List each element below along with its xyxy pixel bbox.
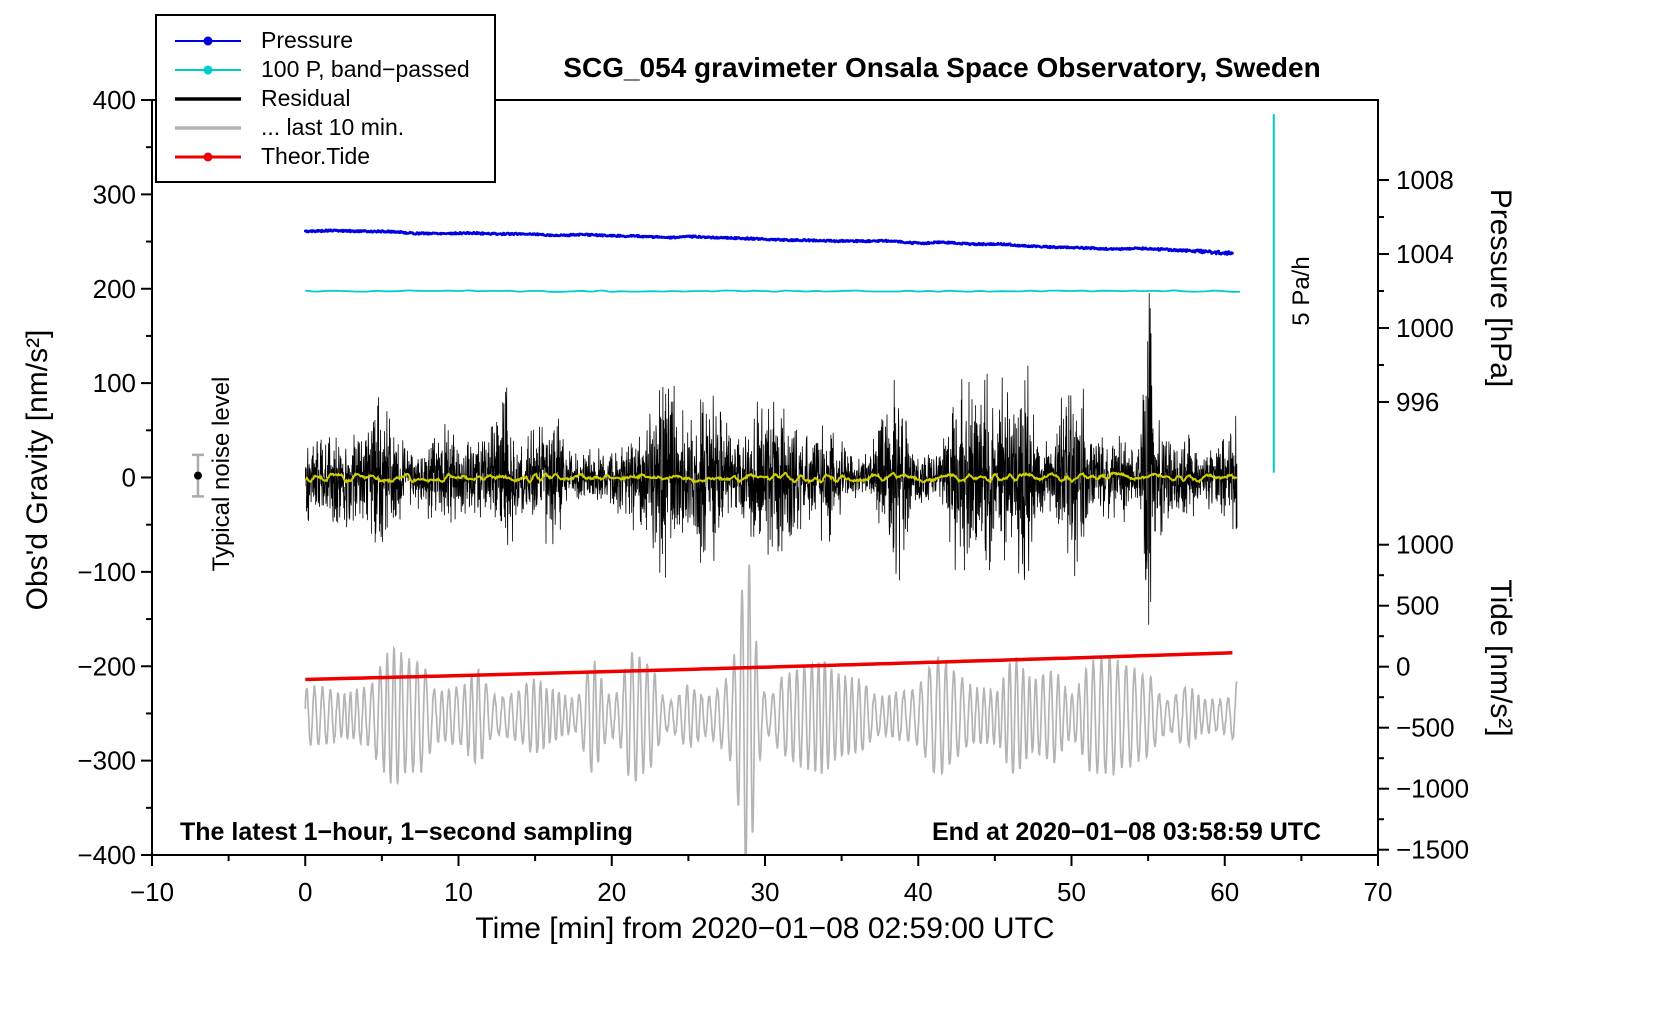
gravity-tick-label: 0 [122,463,136,493]
chart-title: SCG_054 gravimeter Onsala Space Observat… [563,52,1321,83]
pressure-tick-label: 1008 [1396,165,1454,195]
tide-tick-label: 0 [1396,652,1410,682]
residual-series [304,293,1238,625]
noise-level-annotation: Typical noise level [208,376,235,572]
legend-dot [203,36,213,45]
gravity-tick-label: 100 [93,368,136,398]
left-y-axis-label: Obs'd Gravity [nm/s²] [21,329,54,611]
x-tick-label: 50 [1057,877,1086,907]
x-tick-label: −10 [130,877,174,907]
legend-item: 100 P, band−passed [169,55,470,84]
legend-sample-100-p-band-passed [175,65,241,74]
legend-label: Theor.Tide [261,143,371,169]
gravity-tick-label: −100 [77,557,136,587]
legend-sample-residual [175,96,241,101]
pressure-series [303,228,1234,256]
gravity-tick-label: 300 [93,179,136,209]
band-passed-series [305,289,1241,293]
tide-tick-label: 1000 [1396,530,1454,560]
legend-dot [203,152,213,161]
pressure-rate-annotation: 5 Pa/h [1288,256,1315,326]
x-tick-label: 10 [444,877,473,907]
last-10min-series [304,564,1238,855]
x-tick-label: 60 [1210,877,1239,907]
noise-level-marker [191,453,204,498]
pressure-tick-label: 1000 [1396,313,1454,343]
legend-item: Pressure [169,26,470,55]
legend: Pressure 100 P, band−passed Residual ... la… [155,14,496,183]
filtered-series [305,471,1238,485]
legend-label: Residual [261,85,351,111]
legend-label: 100 P, band−passed [261,56,470,82]
gravity-tick-label: 400 [93,85,136,115]
tide-series [305,651,1233,682]
gravity-tick-label: 200 [93,274,136,304]
legend-label: Pressure [261,27,354,53]
legend-item: Theor.Tide [169,142,470,171]
x-tick-label: 30 [751,877,780,907]
pressure-tick-label: 1004 [1396,239,1454,269]
noise-level-dot [193,471,202,480]
x-tick-label: 40 [904,877,933,907]
pressure-axis-label: Pressure [hPa] [1484,188,1517,388]
gravity-tick-label: −200 [77,651,136,681]
tide-tick-label: −1000 [1396,774,1469,804]
x-tick-label: 70 [1364,877,1393,907]
legend-label: ... last 10 min. [261,114,405,140]
tide-tick-label: −1500 [1396,835,1469,865]
series-layer [303,228,1241,855]
axes: −10 0 10 20 30 40 50 60 70−400−300−200−100010020… [77,85,1469,907]
x-tick-label: 0 [298,877,312,907]
pressure-tick-label: 996 [1396,387,1439,417]
x-axis-label: Time [min] from 2020−01−08 02:59:00 UTC [475,912,1055,945]
sampling-note: The latest 1−hour, 1−second sampling [180,818,633,846]
tide-tick-label: 500 [1396,591,1439,621]
end-time-note: End at 2020−01−08 03:58:59 UTC [932,818,1322,846]
legend-sample-theor-tide [175,152,241,161]
gravity-tick-label: −300 [77,746,136,776]
legend-dot [203,65,213,74]
legend-item: Residual [169,84,470,113]
legend-sample--last-10-min- [175,125,241,130]
tide-tick-label: −500 [1396,713,1455,743]
tide-axis-label: Tide [nm/s²] [1484,579,1517,737]
legend-sample-pressure [175,36,241,45]
x-tick-label: 20 [597,877,626,907]
gravity-tick-label: −400 [77,840,136,870]
legend-item: ... last 10 min. [169,113,470,142]
